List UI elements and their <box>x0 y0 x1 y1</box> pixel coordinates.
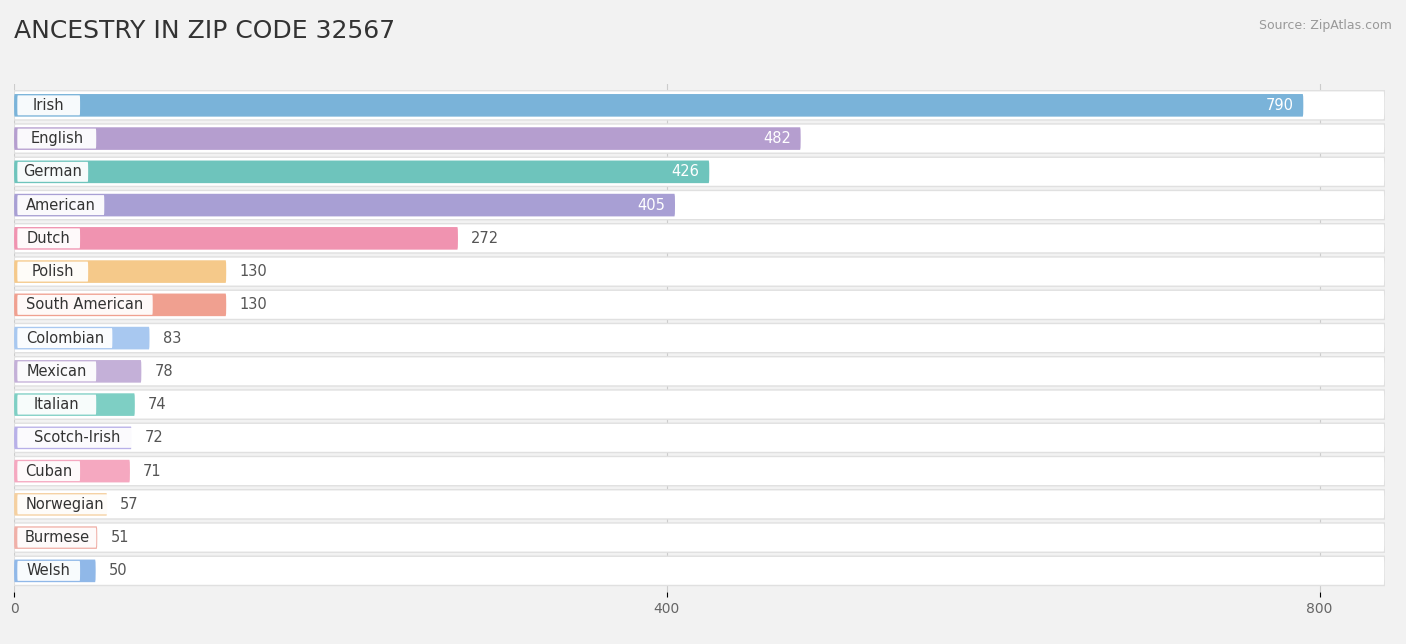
Text: 130: 130 <box>239 264 267 279</box>
Text: Dutch: Dutch <box>27 231 70 246</box>
FancyBboxPatch shape <box>14 227 458 250</box>
Text: 78: 78 <box>155 364 173 379</box>
FancyBboxPatch shape <box>14 223 1385 253</box>
FancyBboxPatch shape <box>17 162 89 182</box>
Text: Italian: Italian <box>34 397 80 412</box>
FancyBboxPatch shape <box>17 328 112 348</box>
FancyBboxPatch shape <box>17 261 89 281</box>
FancyBboxPatch shape <box>14 128 800 150</box>
Text: 74: 74 <box>148 397 166 412</box>
FancyBboxPatch shape <box>14 160 709 183</box>
FancyBboxPatch shape <box>14 360 142 383</box>
FancyBboxPatch shape <box>14 560 96 582</box>
FancyBboxPatch shape <box>17 229 80 249</box>
FancyBboxPatch shape <box>17 461 80 481</box>
FancyBboxPatch shape <box>17 295 153 315</box>
FancyBboxPatch shape <box>17 195 104 215</box>
Text: 51: 51 <box>110 530 129 545</box>
FancyBboxPatch shape <box>14 124 1385 153</box>
FancyBboxPatch shape <box>14 94 1303 117</box>
Text: Burmese: Burmese <box>24 530 90 545</box>
FancyBboxPatch shape <box>14 257 1385 286</box>
FancyBboxPatch shape <box>14 91 1385 120</box>
FancyBboxPatch shape <box>14 423 1385 453</box>
FancyBboxPatch shape <box>14 460 129 482</box>
FancyBboxPatch shape <box>14 194 675 216</box>
FancyBboxPatch shape <box>14 260 226 283</box>
FancyBboxPatch shape <box>14 290 1385 319</box>
FancyBboxPatch shape <box>14 327 149 350</box>
FancyBboxPatch shape <box>14 294 226 316</box>
FancyBboxPatch shape <box>14 493 107 516</box>
FancyBboxPatch shape <box>14 157 1385 187</box>
Text: Polish: Polish <box>31 264 75 279</box>
Text: American: American <box>25 198 96 213</box>
FancyBboxPatch shape <box>17 361 96 381</box>
Text: Irish: Irish <box>32 98 65 113</box>
FancyBboxPatch shape <box>17 527 96 547</box>
Text: Scotch-Irish: Scotch-Irish <box>34 430 120 446</box>
Text: German: German <box>24 164 82 179</box>
Text: Welsh: Welsh <box>27 564 70 578</box>
Text: Source: ZipAtlas.com: Source: ZipAtlas.com <box>1258 19 1392 32</box>
Text: 57: 57 <box>120 497 139 512</box>
FancyBboxPatch shape <box>17 428 136 448</box>
Text: 83: 83 <box>163 330 181 346</box>
FancyBboxPatch shape <box>17 395 96 415</box>
FancyBboxPatch shape <box>14 357 1385 386</box>
FancyBboxPatch shape <box>14 323 1385 353</box>
Text: Norwegian: Norwegian <box>25 497 104 512</box>
FancyBboxPatch shape <box>14 390 1385 419</box>
FancyBboxPatch shape <box>14 426 132 449</box>
Text: Cuban: Cuban <box>25 464 72 478</box>
FancyBboxPatch shape <box>14 556 1385 585</box>
Text: 72: 72 <box>145 430 163 446</box>
FancyBboxPatch shape <box>14 393 135 416</box>
Text: 426: 426 <box>672 164 700 179</box>
Text: 130: 130 <box>239 298 267 312</box>
Text: ANCESTRY IN ZIP CODE 32567: ANCESTRY IN ZIP CODE 32567 <box>14 19 395 43</box>
Text: 790: 790 <box>1265 98 1294 113</box>
FancyBboxPatch shape <box>14 457 1385 486</box>
Text: English: English <box>30 131 83 146</box>
Text: South American: South American <box>27 298 143 312</box>
Text: 482: 482 <box>763 131 792 146</box>
Text: 71: 71 <box>143 464 162 478</box>
Text: Colombian: Colombian <box>25 330 104 346</box>
FancyBboxPatch shape <box>17 561 80 581</box>
Text: 405: 405 <box>637 198 665 213</box>
FancyBboxPatch shape <box>14 191 1385 220</box>
Text: Mexican: Mexican <box>27 364 87 379</box>
FancyBboxPatch shape <box>17 95 80 115</box>
FancyBboxPatch shape <box>14 523 1385 553</box>
FancyBboxPatch shape <box>14 526 97 549</box>
FancyBboxPatch shape <box>14 489 1385 519</box>
FancyBboxPatch shape <box>17 495 112 515</box>
Text: 272: 272 <box>471 231 499 246</box>
Text: 50: 50 <box>108 564 128 578</box>
FancyBboxPatch shape <box>17 129 96 149</box>
